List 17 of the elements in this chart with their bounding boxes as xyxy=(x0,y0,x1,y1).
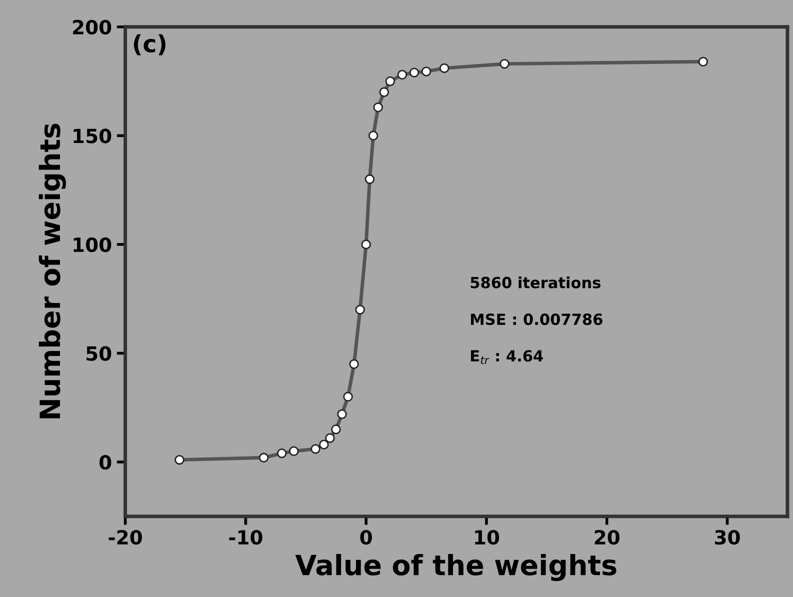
y-tick-label: 150 xyxy=(74,128,112,144)
x-tick-label: 30 xyxy=(715,530,740,545)
x-tick-label: -10 xyxy=(229,530,262,545)
y-tick-label: 50 xyxy=(86,346,112,361)
annotation: (c) xyxy=(134,34,166,56)
annotation: MSE : 0.007786 xyxy=(471,314,602,326)
annotation: E$_{tr}$ : 4.64 xyxy=(471,350,543,364)
y-tick-label: 100 xyxy=(74,237,112,252)
x-tick-label: 20 xyxy=(594,530,620,545)
x-tick-label: 10 xyxy=(475,530,500,545)
annotation: 5860 iterations xyxy=(470,276,600,288)
y-axis-title: Number of weights xyxy=(38,124,66,418)
x-tick-label: -20 xyxy=(108,530,142,545)
x-axis-title: Value of the weights xyxy=(295,554,616,582)
x-tick-label: 0 xyxy=(360,530,372,545)
y-tick-label: 200 xyxy=(73,20,112,35)
y-tick-label: 0 xyxy=(100,454,112,470)
